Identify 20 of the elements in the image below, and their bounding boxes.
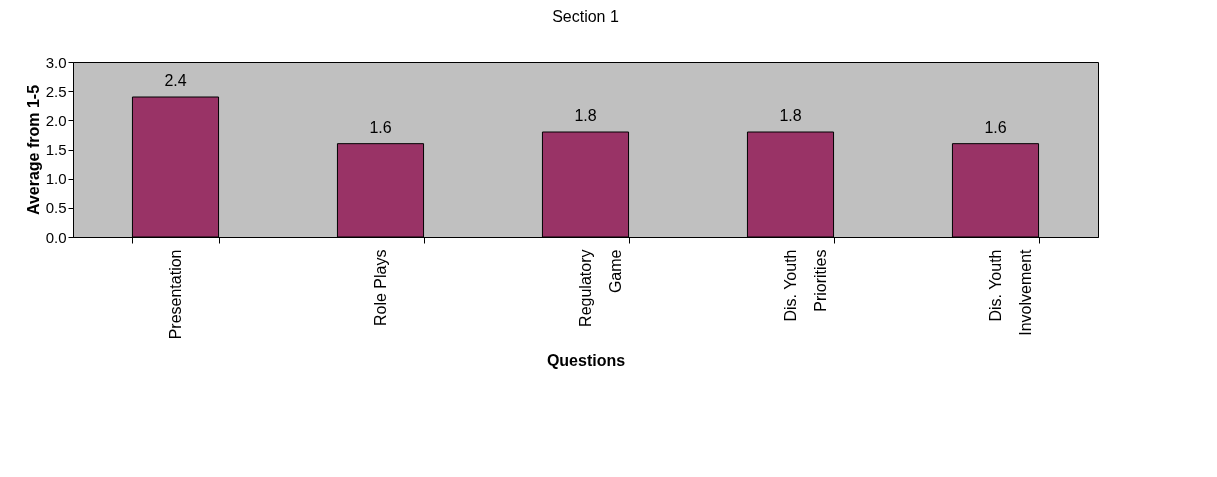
x-tick-label: Dis. Youth Priorities	[782, 249, 829, 322]
data-label: 2.4	[164, 72, 187, 89]
y-tick-label: 3.0	[45, 53, 67, 71]
data-label: 1.6	[984, 118, 1007, 136]
y-tick-label: 0.5	[45, 199, 67, 217]
x-tick-label: Role Plays	[372, 249, 389, 326]
data-label: 1.6	[369, 118, 392, 136]
x-tick-label: Regulatory Game	[577, 249, 624, 327]
x-axis-title: Questions	[546, 352, 626, 370]
y-axis-title: Average from 1-5	[24, 84, 42, 216]
data-label: 1.8	[779, 107, 802, 124]
data-label: 1.8	[574, 107, 597, 124]
y-tick-label: 2.0	[45, 111, 67, 129]
chart-title: Section 1	[552, 8, 619, 25]
y-tick-label: 0.0	[45, 228, 67, 246]
x-tick-label: Presentation	[167, 249, 184, 340]
y-tick-label: 1.0	[45, 170, 67, 188]
x-tick-label: Dis. Youth Involvement	[987, 248, 1034, 336]
y-tick-label: 1.5	[45, 141, 67, 158]
y-tick-label: 2.5	[45, 82, 67, 100]
